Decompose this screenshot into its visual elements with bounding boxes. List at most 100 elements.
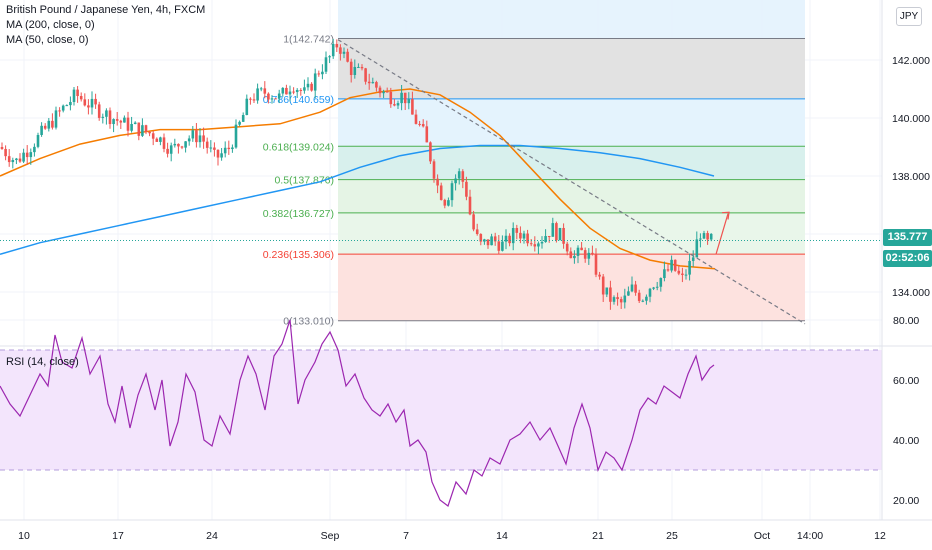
fib-level-label: 0(133.010) [283, 316, 334, 328]
candle-body [511, 228, 515, 244]
time-tick-label: 14 [496, 530, 508, 542]
candle-body [573, 255, 576, 259]
candle-body [162, 137, 166, 149]
rsi-band [0, 350, 882, 470]
candle-body [18, 158, 22, 162]
candle-body [223, 147, 227, 154]
candle-body [97, 104, 101, 118]
candle-body [252, 99, 256, 101]
price-tick-label: 140.000 [892, 113, 930, 125]
candle-body [378, 87, 382, 94]
candle-body [234, 124, 238, 148]
currency-button[interactable]: JPY [896, 7, 922, 26]
candle-body [472, 214, 475, 230]
candle-body [591, 252, 594, 254]
candle-body [439, 185, 443, 200]
candle-body [540, 242, 544, 244]
candle-body [317, 73, 321, 75]
candle-body [288, 91, 292, 95]
candle-body [576, 247, 580, 256]
time-tick-label: 21 [592, 530, 604, 542]
rsi-tick-label: 20.00 [893, 495, 919, 507]
candle-body [47, 120, 51, 129]
candle-body [681, 273, 684, 275]
candle-body [555, 223, 558, 241]
candle-body [198, 135, 202, 143]
last-price-badge: 135.777 [883, 229, 932, 246]
candle-body [659, 278, 663, 287]
candle-body [90, 98, 94, 108]
candle-body [83, 99, 87, 106]
candle-body [565, 243, 569, 252]
candle-body [670, 259, 673, 271]
candle-body [461, 171, 465, 182]
candle-body [227, 147, 231, 150]
time-tick-label: Oct [754, 530, 770, 542]
time-tick-label: 10 [18, 530, 30, 542]
candle-body [151, 133, 155, 139]
candle-body [115, 119, 119, 121]
candle-body [87, 105, 90, 108]
candle-body [609, 287, 612, 302]
candle-body [483, 239, 486, 242]
candle-body [310, 83, 313, 91]
candle-body [450, 183, 454, 201]
fib-level-label: 0.5(137.876) [274, 175, 334, 187]
candle-body [569, 251, 573, 259]
candle-body [400, 92, 403, 104]
projection-arrow-head [721, 211, 730, 220]
candle-body [508, 235, 511, 244]
candle-body [339, 47, 342, 54]
candle-body [328, 56, 331, 58]
candle-body [4, 148, 7, 157]
candle-body [418, 123, 421, 125]
rsi-line [0, 319, 715, 507]
candle-body [447, 200, 450, 206]
candle-body [187, 138, 191, 142]
candle-body [677, 270, 681, 274]
candle-body [421, 124, 425, 127]
candle-body [652, 287, 655, 289]
candle-body [414, 114, 418, 124]
rsi-tick-label: 40.00 [893, 435, 919, 447]
candle-body [76, 89, 79, 97]
candle-body [709, 233, 713, 240]
time-tick-label: 24 [206, 530, 218, 542]
candle-body [537, 243, 540, 247]
time-tick-label: 17 [112, 530, 124, 542]
candle-body [119, 120, 123, 123]
candle-body [468, 196, 472, 215]
candle-body [144, 125, 148, 132]
candle-body [648, 288, 652, 297]
candle-body [159, 137, 162, 142]
ma200-line [0, 144, 715, 256]
rsi-tick-label: 80.00 [893, 315, 919, 327]
candle-body [389, 91, 393, 105]
candle-body [526, 233, 529, 244]
candle-body [583, 250, 587, 259]
candle-body [364, 68, 367, 82]
price-tick-label: 134.000 [892, 287, 930, 299]
candle-body [544, 236, 547, 243]
candle-body [69, 101, 72, 106]
fib-level-label: 0.786(140.659) [263, 94, 334, 106]
candle-body [497, 241, 501, 251]
candle-body [40, 125, 43, 135]
candle-body [558, 227, 562, 241]
candle-body [205, 141, 209, 148]
candle-body [475, 229, 479, 235]
time-tick-label: 14:00 [797, 530, 823, 542]
time-tick-label: 12 [874, 530, 886, 542]
candle-body [256, 88, 259, 101]
candle-body [126, 117, 130, 131]
candle-body [393, 104, 396, 106]
candle-body [465, 181, 468, 197]
candle-body [432, 161, 436, 179]
candle-body [292, 91, 295, 93]
candle-body [501, 241, 504, 251]
candle-body [0, 147, 4, 149]
candle-body [619, 299, 623, 303]
projection-arrow [715, 213, 729, 255]
candle-body [666, 269, 670, 271]
